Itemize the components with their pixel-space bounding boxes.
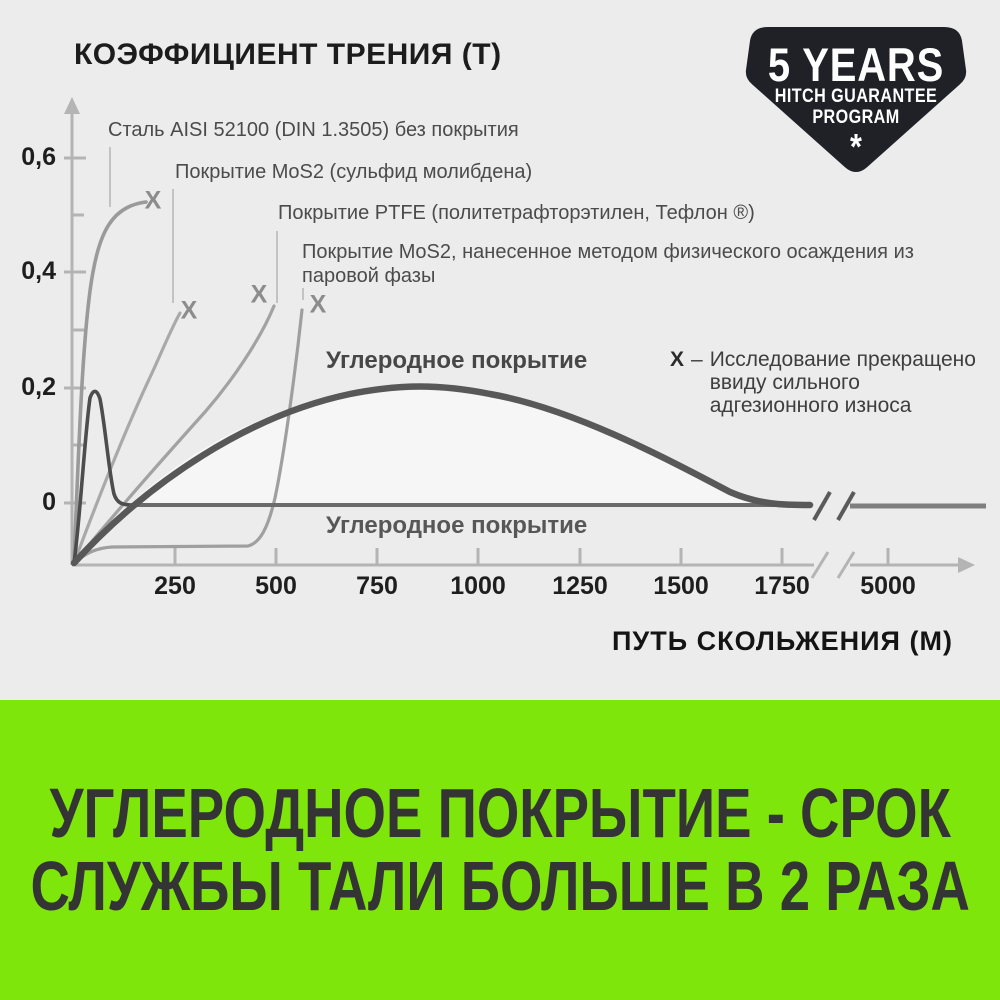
label-carbon-coating-top: Углеродное покрытие xyxy=(326,347,588,374)
curve-carbon-runin-spike xyxy=(72,389,134,565)
legend-note: X – Исследование прекращено ввиду сильно… xyxy=(670,348,990,417)
badge-asterisk: * xyxy=(850,126,862,167)
x-axis-arrow xyxy=(958,557,975,573)
label-carbon-coating-bottom: Углеродное покрытие xyxy=(326,512,588,539)
curve-mos2-pvd xyxy=(72,308,304,565)
promo-line-2: СЛУЖБЫ ТАЛИ БОЛЬШЕ В 2 РАЗА xyxy=(30,847,970,925)
x-tick-1000: 1000 xyxy=(450,572,506,600)
x-axis xyxy=(72,548,960,579)
badge-program-text: PROGRAM xyxy=(812,107,900,128)
chart-canvas xyxy=(64,97,986,579)
x-tick-1250: 1250 xyxy=(552,572,608,600)
y-tick-0: 0 xyxy=(42,488,56,516)
badge-shape xyxy=(745,27,967,172)
friction-chart-section: КОЭФФИЦИЕНТ ТРЕНИЯ (Т) Сталь AISI 52100 … xyxy=(0,0,1000,700)
x-axis-title: ПУТЬ СКОЛЬЖЕНИЯ (М) xyxy=(612,626,953,656)
curve-steel-aisi-52100 xyxy=(72,200,148,565)
termination-x-mos2-pvd: X xyxy=(309,290,327,319)
x-tick-500: 500 xyxy=(255,572,297,600)
promo-banner: УГЛЕРОДНОЕ ПОКРЫТИЕ - СРОК СЛУЖБЫ ТАЛИ Б… xyxy=(0,700,1000,1000)
termination-x-ptfe: X xyxy=(250,280,268,309)
label-steel: Сталь AISI 52100 (DIN 1.3505) без покрыт… xyxy=(108,119,519,141)
carbon-area-fill xyxy=(130,388,810,504)
curve-carbon-hump xyxy=(70,383,814,567)
y-tick-0_4: 0,4 xyxy=(21,257,56,285)
legend-dash: – xyxy=(691,348,703,371)
promo-banner-text: УГЛЕРОДНОЕ ПОКРЫТИЕ - СРОК СЛУЖБЫ ТАЛИ Б… xyxy=(30,777,969,923)
badge-guarantee-text: HITCH GUARANTEE xyxy=(774,86,938,107)
y-axis-arrow xyxy=(64,97,80,114)
x-tick-250: 250 xyxy=(154,572,196,600)
chart-title: КОЭФФИЦИЕНТ ТРЕНИЯ (Т) xyxy=(74,38,502,71)
x-tick-1750: 1750 xyxy=(754,572,810,600)
x-tick-750: 750 xyxy=(356,572,398,600)
termination-x-mos2: X xyxy=(180,296,198,325)
guarantee-badge: 5 YEARS HITCH GUARANTEE PROGRAM * xyxy=(742,26,970,174)
curve-mos2 xyxy=(72,311,182,565)
label-ptfe: Покрытие PTFE (политетрафторэтилен, Тефл… xyxy=(278,202,755,224)
legend-text: Исследование прекращено ввиду сильного а… xyxy=(709,348,976,417)
y-tick-0_2: 0,2 xyxy=(21,373,56,401)
legend-x-symbol: X xyxy=(670,348,685,371)
curve-ptfe xyxy=(72,304,276,565)
termination-x-steel: X xyxy=(144,186,162,215)
promo-line-1: УГЛЕРОДНОЕ ПОКРЫТИЕ - СРОК xyxy=(49,774,951,852)
x-tick-1500: 1500 xyxy=(653,572,709,600)
label-leader-lines xyxy=(109,147,304,303)
badge-years-text: 5 YEARS xyxy=(767,38,945,91)
label-mos2-pvd: Покрытие MoS2, нанесенное методом физиче… xyxy=(302,241,914,287)
label-mos2: Покрытие MoS2 (сульфид молибдена) xyxy=(175,161,533,183)
badge-text: 5 YEARS HITCH GUARANTEE PROGRAM * xyxy=(759,26,953,174)
x-tick-5000: 5000 xyxy=(860,572,916,600)
carbon-line-break xyxy=(812,491,856,521)
y-tick-0_6: 0,6 xyxy=(21,143,56,171)
